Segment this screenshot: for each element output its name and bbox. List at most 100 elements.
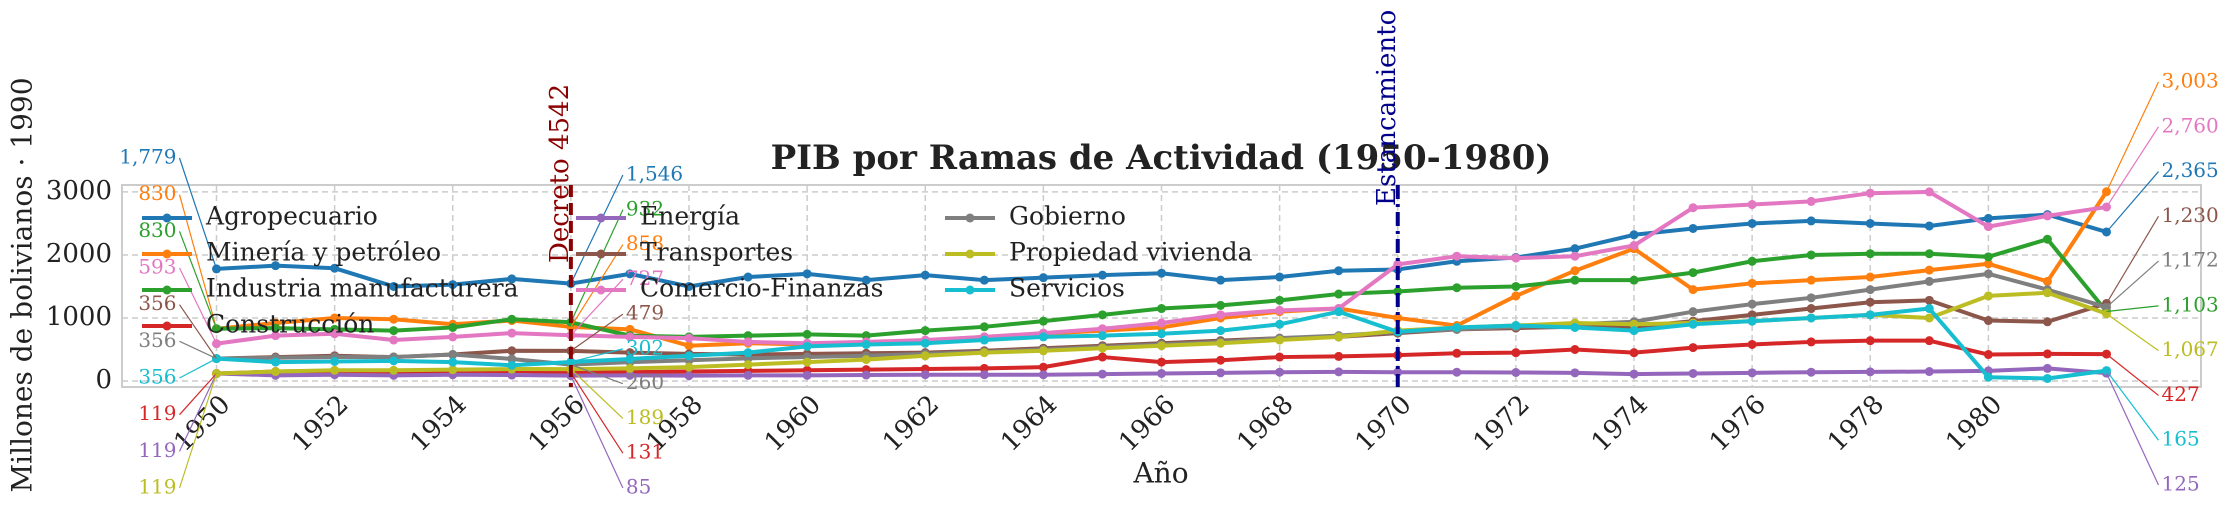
data-point [1275, 295, 1285, 305]
legend-label: Industria manufacturera [206, 274, 519, 303]
data-point [1747, 200, 1757, 210]
data-point [802, 329, 812, 339]
data-point [330, 329, 340, 339]
data-point [1629, 230, 1639, 240]
legend-marker [965, 249, 975, 259]
legend-label: Servicios [1009, 274, 1125, 303]
data-point [1983, 213, 1993, 223]
data-point [1038, 370, 1048, 380]
data-point [389, 314, 399, 324]
legend-label: Construcción [206, 310, 374, 339]
data-point [1097, 270, 1107, 280]
data-point [1924, 295, 1934, 305]
label-leader [2105, 81, 2160, 193]
value-label: 932 [626, 196, 664, 220]
data-point [1216, 338, 1226, 348]
value-label: 356 [138, 365, 176, 389]
value-label: 593 [138, 255, 176, 279]
data-point [1393, 259, 1403, 269]
value-label: 302 [626, 335, 664, 359]
value-label: 727 [626, 266, 664, 290]
data-point [861, 331, 871, 341]
data-point [389, 281, 399, 291]
data-point [1393, 287, 1403, 297]
legend-marker [965, 285, 975, 295]
data-point [389, 335, 399, 345]
data-point [1806, 250, 1816, 260]
data-point [389, 326, 399, 336]
data-point [2042, 211, 2052, 221]
legend-label: Gobierno [1009, 202, 1126, 231]
x-axis-label: Año [1132, 457, 1188, 490]
legend-label: Agropecuario [205, 202, 378, 231]
data-point [625, 370, 635, 380]
value-label: 479 [626, 301, 664, 325]
data-point [389, 365, 399, 375]
data-point [1216, 355, 1226, 365]
data-point [1393, 313, 1403, 323]
data-point [1570, 344, 1580, 354]
label-leader [2106, 370, 2159, 441]
data-point [2042, 363, 2052, 373]
label-leader [179, 358, 217, 379]
label-leader [179, 373, 217, 416]
data-point [1629, 275, 1639, 285]
data-point [684, 371, 694, 381]
label-leader [570, 348, 624, 363]
y-axis-label: Millones de bolivianos · 1990 [6, 77, 39, 492]
data-point [1983, 316, 1993, 326]
data-point [2042, 288, 2052, 298]
data-point [2042, 234, 2052, 244]
value-label: 1,103 [2162, 292, 2219, 316]
data-point [1157, 329, 1166, 339]
label-leader [2106, 260, 2159, 308]
label-leader [570, 174, 624, 284]
data-point [979, 335, 989, 345]
data-point [271, 367, 281, 377]
value-label: 427 [2162, 382, 2200, 406]
data-point [1570, 368, 1580, 378]
data-point [743, 370, 753, 380]
data-point [1157, 304, 1166, 314]
data-point [1570, 275, 1580, 285]
data-point [1688, 223, 1698, 233]
data-point [271, 357, 281, 367]
data-point [1157, 368, 1166, 378]
legend-marker [596, 249, 606, 259]
data-point [1924, 304, 1934, 314]
label-leader [178, 373, 218, 452]
data-point [1865, 272, 1875, 282]
data-point [448, 322, 458, 332]
data-point [1924, 336, 1934, 346]
data-point [1983, 269, 1993, 279]
label-leader [570, 375, 624, 489]
data-point [1038, 362, 1048, 372]
data-point [1806, 275, 1816, 285]
data-point [507, 346, 517, 356]
label-leader [570, 313, 624, 352]
data-point [1452, 322, 1462, 332]
data-point [330, 313, 340, 323]
data-point [684, 341, 694, 351]
label-leader [2106, 305, 2159, 313]
value-label: 119 [138, 475, 176, 499]
data-point [448, 365, 458, 375]
data-point [1097, 352, 1107, 362]
data-point [1097, 369, 1107, 379]
data-point [625, 354, 635, 364]
data-point [1983, 259, 1993, 269]
data-point [1688, 268, 1698, 278]
y-tick-label: 2000 [46, 239, 112, 269]
data-point [743, 360, 753, 370]
data-point [1865, 310, 1875, 320]
data-point [1747, 256, 1757, 266]
data-point [1216, 300, 1226, 310]
label-leader [179, 340, 217, 360]
data-point [1275, 272, 1285, 282]
data-point [1334, 289, 1344, 299]
value-label: 119 [138, 401, 176, 425]
data-point [1983, 222, 1993, 232]
value-label: 131 [626, 440, 664, 464]
data-point [625, 363, 635, 373]
data-point [684, 333, 694, 343]
